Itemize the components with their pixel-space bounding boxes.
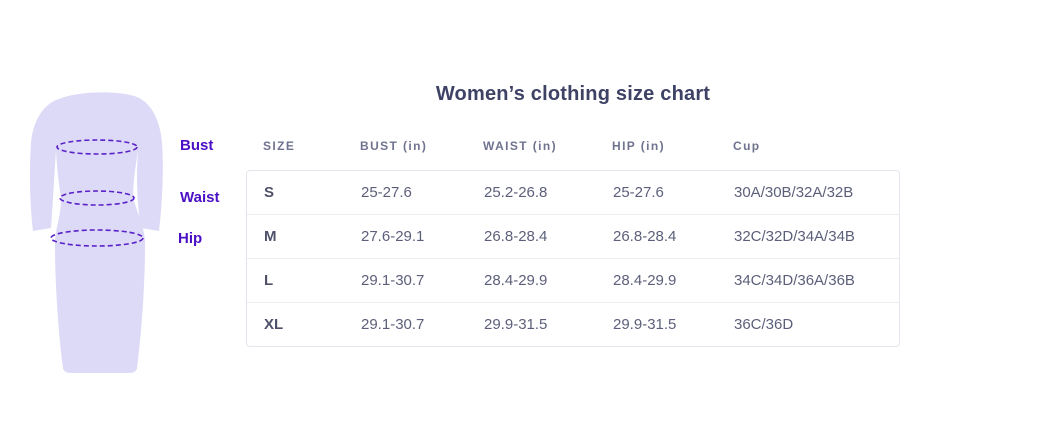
table-header-row: SIZE BUST (in) WAIST (in) HIP (in) Cup bbox=[246, 139, 900, 153]
hip-cell: 28.4-29.9 bbox=[613, 272, 677, 289]
cup-cell: 36C/36D bbox=[734, 316, 794, 333]
table-row-s: S 25-27.6 25.2-26.8 25-27.6 30A/30B/32A/… bbox=[247, 171, 899, 214]
size-cell: M bbox=[264, 228, 277, 245]
bust-cell: 25-27.6 bbox=[361, 184, 412, 201]
size-cell: XL bbox=[264, 316, 284, 333]
hip-cell: 25-27.6 bbox=[613, 184, 664, 201]
bust-cell: 29.1-30.7 bbox=[361, 316, 425, 333]
column-header-waist: WAIST (in) bbox=[483, 139, 557, 153]
column-header-hip: HIP (in) bbox=[612, 139, 665, 153]
table-row-l: L 29.1-30.7 28.4-29.9 28.4-29.9 34C/34D/… bbox=[247, 258, 899, 302]
size-cell: L bbox=[264, 272, 274, 289]
waist-cell: 26.8-28.4 bbox=[484, 228, 548, 245]
hip-cell: 29.9-31.5 bbox=[613, 316, 677, 333]
cup-cell: 34C/34D/36A/36B bbox=[734, 272, 855, 289]
page-title: Women’s clothing size chart bbox=[435, 83, 711, 105]
column-header-size: SIZE bbox=[263, 139, 296, 153]
waist-measure-line bbox=[59, 190, 135, 206]
dress-svg bbox=[29, 92, 163, 373]
waist-cell: 28.4-29.9 bbox=[484, 272, 548, 289]
size-table: S 25-27.6 25.2-26.8 25-27.6 30A/30B/32A/… bbox=[246, 170, 900, 347]
column-header-bust: BUST (in) bbox=[360, 139, 428, 153]
cup-cell: 30A/30B/32A/32B bbox=[734, 184, 854, 201]
dress-silhouette bbox=[29, 92, 163, 373]
waist-cell: 25.2-26.8 bbox=[484, 184, 548, 201]
bust-measure-line bbox=[56, 139, 138, 155]
hip-label: Hip bbox=[178, 230, 203, 247]
hip-cell: 26.8-28.4 bbox=[613, 228, 677, 245]
dress-illustration bbox=[15, 85, 185, 380]
size-cell: S bbox=[264, 184, 275, 201]
bust-cell: 27.6-29.1 bbox=[361, 228, 425, 245]
table-row-m: M 27.6-29.1 26.8-28.4 26.8-28.4 32C/32D/… bbox=[247, 214, 899, 258]
hip-measure-line bbox=[50, 229, 144, 247]
cup-cell: 32C/32D/34A/34B bbox=[734, 228, 855, 245]
waist-cell: 29.9-31.5 bbox=[484, 316, 548, 333]
column-header-cup: Cup bbox=[733, 139, 761, 153]
table-row-xl: XL 29.1-30.7 29.9-31.5 29.9-31.5 36C/36D bbox=[247, 302, 899, 346]
bust-cell: 29.1-30.7 bbox=[361, 272, 425, 289]
waist-label: Waist bbox=[180, 189, 220, 206]
bust-label: Bust bbox=[180, 137, 214, 154]
